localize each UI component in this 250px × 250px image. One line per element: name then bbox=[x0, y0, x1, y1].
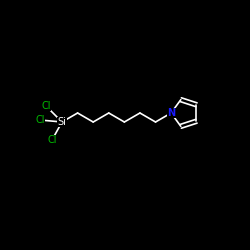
Text: N: N bbox=[167, 108, 175, 118]
Text: Cl: Cl bbox=[35, 115, 45, 125]
Text: Cl: Cl bbox=[41, 101, 51, 111]
Text: Cl: Cl bbox=[47, 135, 57, 145]
Text: Si: Si bbox=[58, 117, 66, 127]
